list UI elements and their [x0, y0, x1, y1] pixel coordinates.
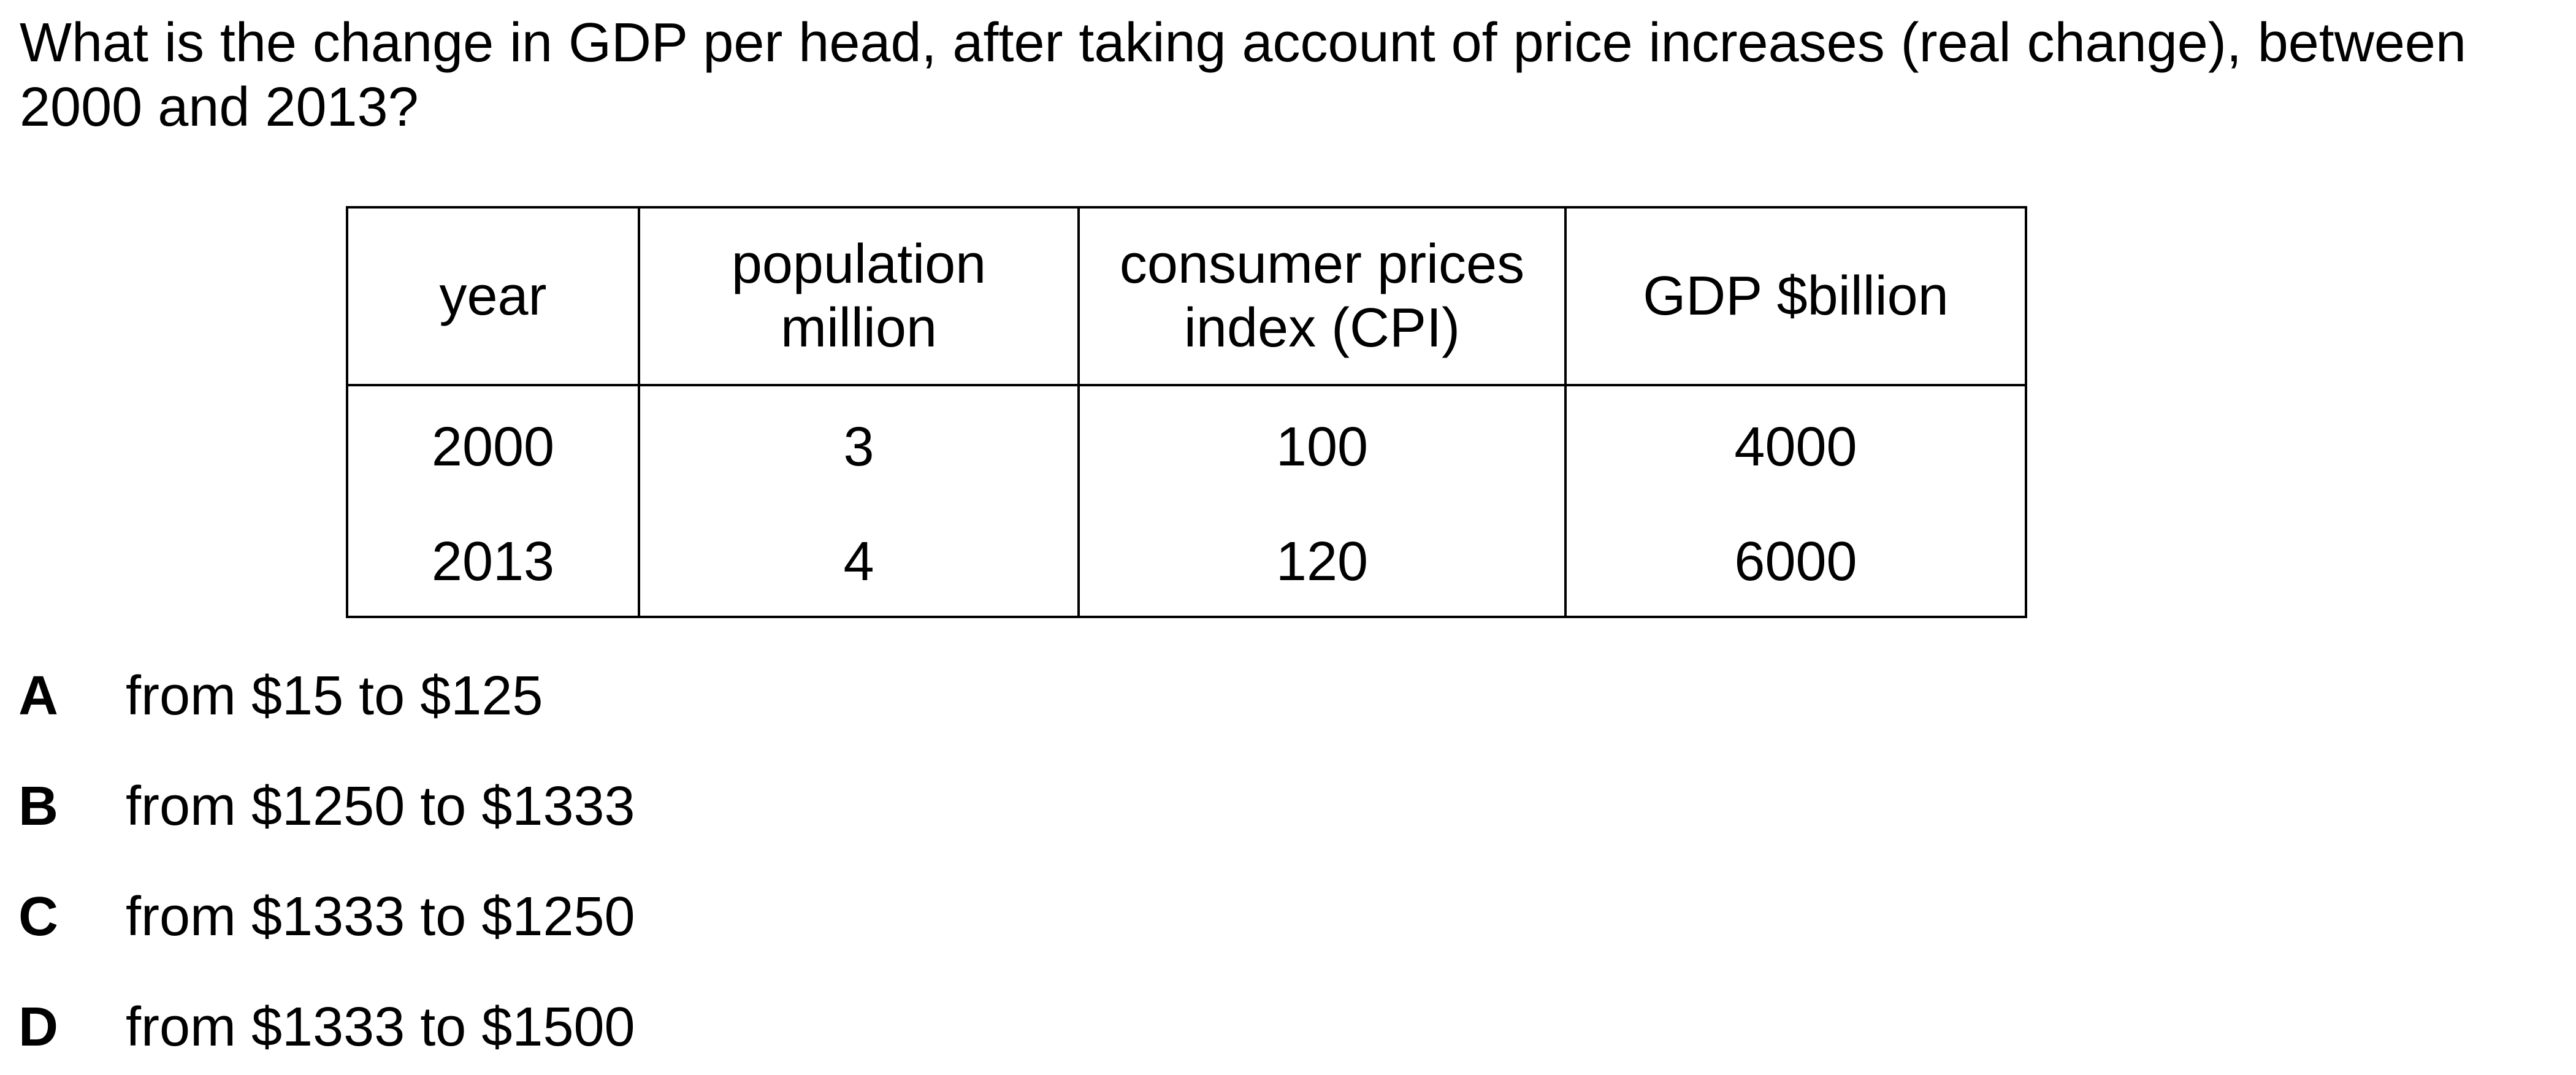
cell-year: 2013	[346, 508, 640, 617]
question-text: What is the change in GDP per head, afte…	[20, 12, 2466, 138]
cell-year: 2000	[346, 385, 640, 508]
column-header-cpi: consumer prices index (CPI)	[1077, 207, 1567, 386]
data-table: year population million consumer prices …	[346, 206, 2027, 618]
option-text: from $1333 to $1500	[126, 997, 635, 1058]
cell-cpi: 100	[1077, 385, 1567, 508]
header-line: GDP $billion	[1643, 266, 1949, 327]
option-letter: D	[18, 997, 58, 1058]
header-line: year	[439, 266, 547, 327]
option-letter: C	[18, 886, 58, 947]
cell-gdp: 4000	[1564, 385, 2027, 508]
cell-gdp: 6000	[1564, 508, 2027, 617]
header-line: population	[731, 234, 987, 295]
cell-cpi: 120	[1077, 508, 1567, 617]
header-line: million	[780, 297, 938, 359]
column-header-population: population million	[638, 207, 1080, 386]
header-line: index (CPI)	[1183, 297, 1461, 359]
option-letter: A	[18, 665, 58, 727]
option-text: from $1250 to $1333	[126, 776, 635, 837]
option-text: from $1333 to $1250	[126, 886, 635, 947]
cell-population: 4	[638, 508, 1080, 617]
option-letter: B	[18, 776, 58, 837]
column-header-gdp: GDP $billion	[1564, 207, 2027, 386]
table-row: 2000 3 100 4000	[346, 385, 2027, 508]
table-header-row: year population million consumer prices …	[346, 207, 2027, 386]
column-header-year: year	[346, 207, 640, 386]
cell-population: 3	[638, 385, 1080, 508]
table-row: 2013 4 120 6000	[346, 508, 2027, 617]
option-text: from $15 to $125	[126, 665, 543, 727]
header-line: consumer prices	[1119, 234, 1525, 295]
